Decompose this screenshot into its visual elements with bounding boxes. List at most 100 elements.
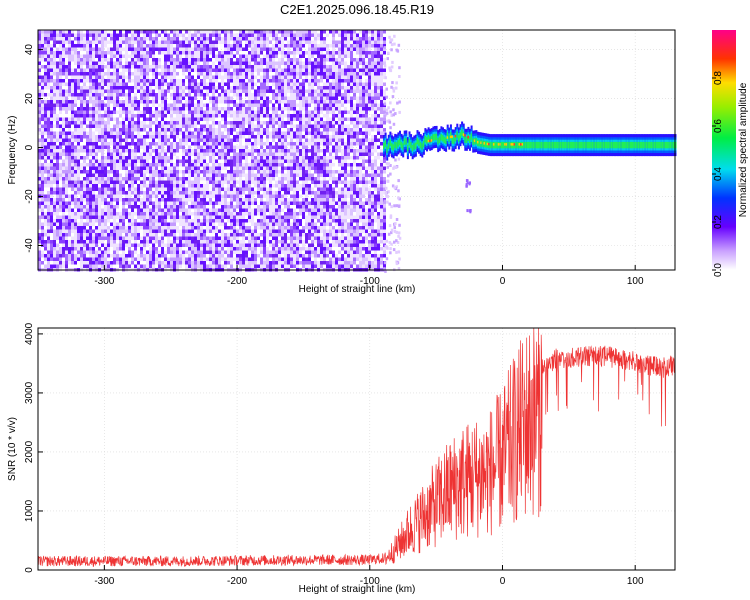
spectrogram-cell [65, 187, 68, 191]
spectrogram-cell [230, 131, 233, 135]
spectrogram-cell [128, 212, 131, 216]
spectrogram-cell [194, 61, 197, 65]
spectrogram-cell [269, 135, 272, 139]
spectrogram-cell [107, 180, 110, 184]
spectrogram-cell [101, 184, 104, 188]
spectrogram-cell [233, 79, 236, 83]
spectrogram-cell [206, 82, 209, 86]
spectrogram-cell [215, 114, 218, 118]
spectrogram-cell [233, 257, 236, 261]
spectrogram-cell [230, 65, 233, 69]
spectrogram-cell [134, 124, 137, 128]
spectrogram-cell [119, 72, 122, 76]
spectrogram-cell [224, 135, 227, 139]
spectrogram-cell [110, 180, 113, 184]
spectrogram-cell [275, 240, 278, 244]
spectrogram-cell [59, 44, 62, 48]
spectrogram-cell [209, 33, 212, 37]
spectrogram-cell [83, 135, 86, 139]
spectrogram-cell [194, 82, 197, 86]
spectrogram-cell [116, 205, 119, 209]
spectrogram-cell [221, 149, 224, 153]
spectrogram-cell [188, 163, 191, 167]
spectrogram-cell [68, 180, 71, 184]
spectrogram-cell [260, 68, 263, 72]
spectrogram-cell [140, 110, 143, 114]
spectrogram-cell [236, 247, 239, 251]
spectrogram-cell [110, 37, 113, 41]
spectrogram-cell [152, 166, 155, 170]
spectrogram-cell [185, 257, 188, 261]
spectrogram-cell [104, 191, 107, 195]
spectrogram-cell [152, 254, 155, 258]
spectrogram-cell [110, 166, 113, 170]
spectrogram-cell [122, 54, 125, 58]
spectrogram-cell [98, 222, 101, 226]
spectrogram-cell [53, 96, 56, 100]
spectrogram-cell [161, 138, 164, 142]
spectrogram-cell [272, 222, 275, 226]
spectrogram-cell [74, 114, 77, 118]
spectrogram-cell [260, 37, 263, 41]
spectrogram-cell [41, 226, 44, 230]
spectrogram-cell [224, 30, 227, 34]
spectrogram-cell [275, 236, 278, 240]
spectrogram-cell [86, 212, 89, 216]
spectrogram-cell [77, 187, 80, 191]
spectrogram-cell [197, 51, 200, 55]
spectrogram-cell [230, 51, 233, 55]
spectrogram-cell [146, 222, 149, 226]
spectrogram-cell [89, 191, 92, 195]
spectrogram-cell [50, 222, 53, 226]
spectrogram-cell [179, 33, 182, 37]
spectrogram-cell [248, 194, 251, 198]
spectrogram-cell [128, 124, 131, 128]
spectrogram-cell [260, 180, 263, 184]
spectrogram-cell [80, 215, 83, 219]
spectrogram-cell [254, 65, 257, 69]
spectrogram-cell [59, 107, 62, 111]
spectrogram-cell [233, 243, 236, 247]
spectrogram-cell [182, 61, 185, 65]
spectrogram-cell [245, 100, 248, 104]
spectrogram-cell [71, 79, 74, 83]
spectrogram-cell [215, 128, 218, 132]
spectrogram-cell [74, 187, 77, 191]
spectrogram-cell [233, 187, 236, 191]
spectrogram-cell [161, 79, 164, 83]
spectrogram-cell [107, 187, 110, 191]
spectrogram-cell [68, 163, 71, 167]
spectrogram-cell [269, 54, 272, 58]
spectrogram-cell [131, 103, 134, 107]
spectrogram-cell [107, 110, 110, 114]
spectrogram-cell [203, 187, 206, 191]
spectrogram-cell [209, 264, 212, 268]
spectrogram-cell [47, 236, 50, 240]
spectrogram-cell [224, 121, 227, 125]
spectrogram-cell [122, 65, 125, 69]
spectrogram-cell [149, 247, 152, 251]
spectrogram-cell [245, 30, 248, 34]
spectrogram-cell [230, 240, 233, 244]
spectrogram-cell [77, 75, 80, 79]
spectrogram-cell [248, 65, 251, 69]
spectrogram-cell [119, 177, 122, 181]
spectrogram-cell [89, 65, 92, 69]
spectrogram-cell [251, 142, 254, 146]
spectrogram-cell [125, 124, 128, 128]
spectrogram-cell [200, 124, 203, 128]
spectrogram-cell [191, 96, 194, 100]
spectrogram-cell [80, 180, 83, 184]
spectrogram-cell [266, 124, 269, 128]
spectrogram-cell [53, 250, 56, 254]
spectrogram-cell [95, 212, 98, 216]
spectrogram-cell [122, 212, 125, 216]
spectrogram-cell [248, 170, 251, 174]
spectrogram-cell [104, 250, 107, 254]
spectrogram-cell [248, 201, 251, 205]
spectrogram-cell [230, 30, 233, 34]
spectrogram-cell [83, 121, 86, 125]
spectrogram-cell [167, 82, 170, 86]
spectrogram-cell [179, 243, 182, 247]
spectrogram-cell [209, 82, 212, 86]
